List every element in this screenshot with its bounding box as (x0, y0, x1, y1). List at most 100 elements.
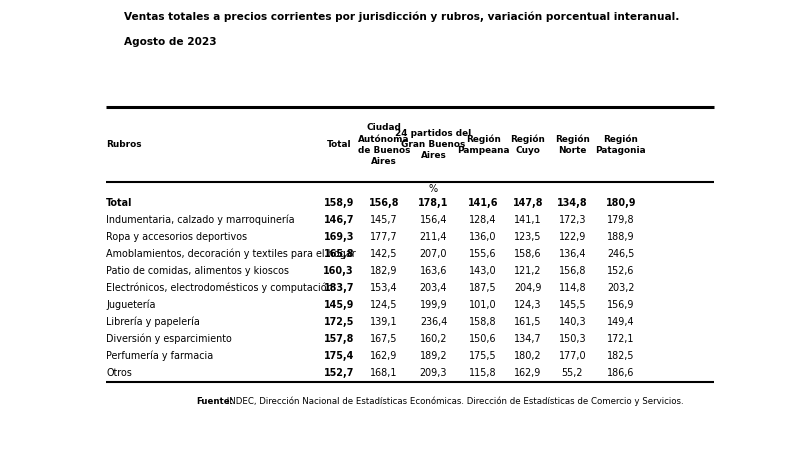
Text: 156,4: 156,4 (420, 215, 447, 225)
Text: INDEC, Dirección Nacional de Estadísticas Económicas. Dirección de Estadísticas : INDEC, Dirección Nacional de Estadística… (224, 396, 684, 406)
Text: 141,6: 141,6 (468, 198, 498, 208)
Text: 175,5: 175,5 (470, 351, 497, 361)
Text: Total: Total (106, 198, 133, 208)
Text: 128,4: 128,4 (470, 215, 497, 225)
Text: 162,9: 162,9 (514, 368, 542, 378)
Text: 207,0: 207,0 (420, 249, 447, 259)
Text: 145,9: 145,9 (323, 300, 354, 310)
Text: Ciudad
Autónoma
de Buenos
Aires: Ciudad Autónoma de Buenos Aires (358, 123, 410, 166)
Text: Agosto de 2023: Agosto de 2023 (124, 37, 217, 47)
Text: 55,2: 55,2 (562, 368, 583, 378)
Text: 157,8: 157,8 (323, 334, 354, 344)
Text: Patio de comidas, alimentos y kioscos: Patio de comidas, alimentos y kioscos (106, 266, 290, 276)
Text: Región
Norte: Región Norte (555, 134, 590, 155)
Text: 136,4: 136,4 (558, 249, 586, 259)
Text: 146,7: 146,7 (323, 215, 354, 225)
Text: 160,2: 160,2 (420, 334, 447, 344)
Text: Ventas totales a precios corrientes por jurisdicción y rubros, variación porcent: Ventas totales a precios corrientes por … (124, 11, 679, 22)
Text: 180,9: 180,9 (606, 198, 636, 208)
Text: 152,7: 152,7 (323, 368, 354, 378)
Text: Región
Pampeana: Región Pampeana (457, 134, 510, 155)
Text: 203,4: 203,4 (420, 283, 447, 293)
Text: 158,8: 158,8 (470, 317, 497, 327)
Text: 211,4: 211,4 (420, 232, 447, 242)
Text: 189,2: 189,2 (420, 351, 447, 361)
Text: 149,4: 149,4 (607, 317, 634, 327)
Text: 134,7: 134,7 (514, 334, 542, 344)
Text: 169,3: 169,3 (323, 232, 354, 242)
Text: 179,8: 179,8 (607, 215, 634, 225)
Text: 158,6: 158,6 (514, 249, 542, 259)
Text: 177,0: 177,0 (558, 351, 586, 361)
Text: Diversión y esparcimiento: Diversión y esparcimiento (106, 334, 232, 344)
Text: 134,8: 134,8 (557, 198, 588, 208)
Text: Región
Patagonia: Región Patagonia (595, 134, 646, 155)
Text: 172,5: 172,5 (323, 317, 354, 327)
Text: 145,5: 145,5 (558, 300, 586, 310)
Text: Fuente:: Fuente: (196, 397, 234, 406)
Text: 182,9: 182,9 (370, 266, 398, 276)
Text: 141,1: 141,1 (514, 215, 542, 225)
Text: %: % (429, 184, 438, 194)
Text: 121,2: 121,2 (514, 266, 542, 276)
Text: Amoblamientos, decoración y textiles para el hogar: Amoblamientos, decoración y textiles par… (106, 249, 356, 260)
Text: 160,3: 160,3 (323, 266, 354, 276)
Text: 246,5: 246,5 (607, 249, 634, 259)
Text: Perfumería y farmacia: Perfumería y farmacia (106, 351, 214, 361)
Text: 162,9: 162,9 (370, 351, 398, 361)
Text: Total: Total (326, 140, 351, 149)
Text: 161,5: 161,5 (514, 317, 542, 327)
Text: 204,9: 204,9 (514, 283, 542, 293)
Text: 150,6: 150,6 (470, 334, 497, 344)
Text: 145,7: 145,7 (370, 215, 398, 225)
Text: 150,3: 150,3 (558, 334, 586, 344)
Text: 172,1: 172,1 (607, 334, 634, 344)
Text: Electrónicos, electrodomésticos y computación: Electrónicos, electrodomésticos y comput… (106, 283, 333, 293)
Text: Librería y papelería: Librería y papelería (106, 317, 200, 327)
Text: 124,5: 124,5 (370, 300, 398, 310)
Text: 122,9: 122,9 (558, 232, 586, 242)
Text: 143,0: 143,0 (470, 266, 497, 276)
Text: Región
Cuyo: Región Cuyo (510, 134, 546, 155)
Text: 178,1: 178,1 (418, 198, 449, 208)
Text: 114,8: 114,8 (558, 283, 586, 293)
Text: 186,6: 186,6 (607, 368, 634, 378)
Text: 187,5: 187,5 (470, 283, 497, 293)
Text: 175,4: 175,4 (323, 351, 354, 361)
Text: 180,2: 180,2 (514, 351, 542, 361)
Text: 123,5: 123,5 (514, 232, 542, 242)
Text: 177,7: 177,7 (370, 232, 398, 242)
Text: 142,5: 142,5 (370, 249, 398, 259)
Text: 155,6: 155,6 (470, 249, 497, 259)
Text: 136,0: 136,0 (470, 232, 497, 242)
Text: 188,9: 188,9 (607, 232, 634, 242)
Text: Rubros: Rubros (106, 140, 142, 149)
Text: 156,8: 156,8 (558, 266, 586, 276)
Text: 163,6: 163,6 (420, 266, 447, 276)
Text: 199,9: 199,9 (420, 300, 447, 310)
Text: 115,8: 115,8 (470, 368, 497, 378)
Text: Juguetería: Juguetería (106, 299, 156, 310)
Text: 156,8: 156,8 (369, 198, 399, 208)
Text: 140,3: 140,3 (558, 317, 586, 327)
Text: 167,5: 167,5 (370, 334, 398, 344)
Text: 153,4: 153,4 (370, 283, 398, 293)
Text: 165,8: 165,8 (323, 249, 354, 259)
Text: 156,9: 156,9 (607, 300, 634, 310)
Text: 236,4: 236,4 (420, 317, 447, 327)
Text: Otros: Otros (106, 368, 132, 378)
Text: 124,3: 124,3 (514, 300, 542, 310)
Text: 24 partidos del
Gran Buenos
Aires: 24 partidos del Gran Buenos Aires (395, 129, 472, 160)
Text: 168,1: 168,1 (370, 368, 398, 378)
Text: 172,3: 172,3 (558, 215, 586, 225)
Text: 158,9: 158,9 (323, 198, 354, 208)
Text: 182,5: 182,5 (607, 351, 634, 361)
Text: 209,3: 209,3 (420, 368, 447, 378)
Text: 101,0: 101,0 (470, 300, 497, 310)
Text: 147,8: 147,8 (513, 198, 543, 208)
Text: 203,2: 203,2 (607, 283, 634, 293)
Text: Ropa y accesorios deportivos: Ropa y accesorios deportivos (106, 232, 247, 242)
Text: Indumentaria, calzado y marroquinería: Indumentaria, calzado y marroquinería (106, 215, 295, 225)
Text: 139,1: 139,1 (370, 317, 398, 327)
Text: 152,6: 152,6 (607, 266, 634, 276)
